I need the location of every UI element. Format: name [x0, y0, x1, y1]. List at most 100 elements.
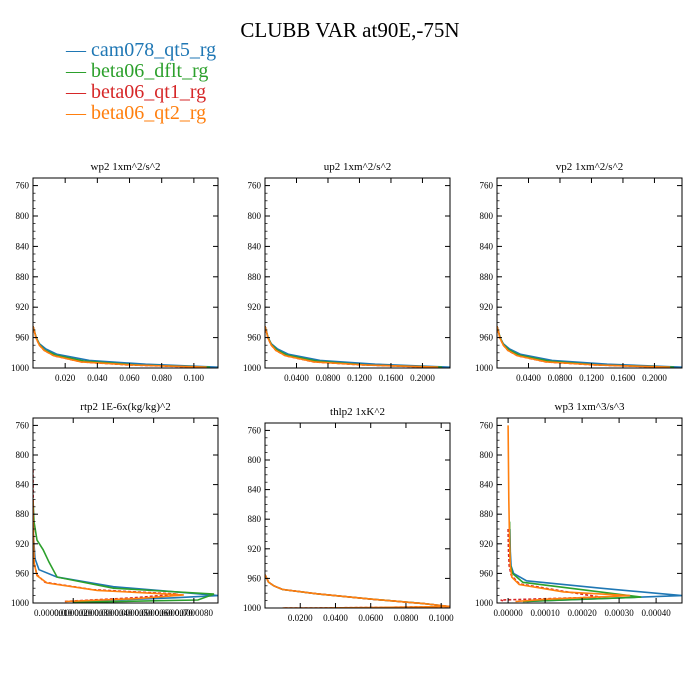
x-tick-label: 0.00010 [530, 608, 560, 618]
y-tick-label: 960 [480, 333, 494, 343]
panel-3: vp2 1xm^2/s^2 760 800 840 880 920 960 1000 0.040… [475, 161, 683, 383]
y-tick-label: 760 [16, 420, 30, 430]
x-tick-label-extra: 0.0000030 [74, 608, 113, 618]
y-tick-label: 840 [16, 241, 30, 251]
legend-label-beta06-dflt: beta06_dflt_rg [91, 60, 209, 82]
x-tick-label: 0.020 [55, 373, 76, 383]
x-tick-label: 0.040 [87, 373, 108, 383]
series-line-4 [497, 326, 671, 368]
panel-1: wp2 1xm^2/s^2 760 800 840 880 920 960 1000 0.020… [11, 161, 219, 383]
series-line-3 [33, 469, 178, 603]
series-line-2 [33, 499, 215, 603]
series-line-1 [33, 528, 218, 603]
x-tick-label: 0.00040 [641, 608, 671, 618]
x-tick-label: 0.1200 [347, 373, 372, 383]
series-line-3 [33, 325, 202, 368]
x-tick-label: 0.0600 [358, 613, 383, 623]
x-tick-label: 0.00000 [493, 608, 523, 618]
series-line-4 [265, 326, 439, 368]
y-tick-label: 760 [248, 181, 262, 191]
panel-title: up2 1xm^2/s^2 [324, 161, 391, 173]
y-tick-label: 800 [480, 450, 494, 460]
x-tick-label: 0.100 [184, 373, 205, 383]
y-tick-label: 760 [16, 181, 30, 191]
x-tick-label: 0.2000 [410, 373, 435, 383]
figure-title: CLUBB VAR at90E,-75N [240, 18, 460, 42]
panel-title: wp3 1xm^3/s^3 [555, 401, 625, 413]
plot-frame [264, 422, 451, 609]
x-tick-label: 0.0000080 [175, 608, 214, 618]
plot-frame [32, 417, 219, 604]
legend-item-beta06-qt2: — beta06_qt2_rg [66, 102, 207, 124]
series-line-3 [497, 326, 667, 368]
y-tick-label: 880 [16, 272, 30, 282]
plot-frame [496, 177, 683, 369]
legend-item-cam078-qt5: — cam078_qt5_rg [66, 39, 217, 61]
x-tick-label-extra: 0.0000070 [155, 608, 194, 618]
x-tick-label: 0.060 [119, 373, 140, 383]
y-tick-label: 800 [16, 211, 30, 221]
y-tick-label: 840 [248, 485, 262, 495]
x-tick-label: 0.1200 [579, 373, 604, 383]
panel-title: thlp2 1xK^2 [330, 406, 385, 418]
series-line-1 [33, 325, 218, 368]
y-tick-label: 920 [16, 302, 30, 312]
series-line-1 [265, 325, 450, 368]
panel-title: wp2 1xm^2/s^2 [91, 161, 161, 173]
y-tick-label: 880 [16, 509, 30, 519]
y-tick-label: 920 [480, 539, 494, 549]
y-tick-label: 920 [480, 302, 494, 312]
x-tick-label-extra: 0.0000010 [34, 608, 73, 618]
plot-frame [32, 177, 219, 369]
legend-label-beta06-qt2: beta06_qt2_rg [91, 102, 207, 124]
x-tick-label: 0.0800 [548, 373, 573, 383]
y-tick-label: 920 [248, 302, 262, 312]
y-tick-label: 880 [480, 509, 494, 519]
y-tick-label: 1000 [11, 598, 30, 608]
y-tick-label: 960 [16, 568, 30, 578]
series-line-1 [509, 528, 682, 603]
y-tick-label: 840 [480, 480, 494, 490]
x-tick-label: 0.080 [152, 373, 173, 383]
legend-item-beta06-qt1: — beta06_qt1_rg [66, 81, 207, 103]
x-tick-label: 0.0800 [394, 613, 419, 623]
y-tick-label: 960 [248, 573, 262, 583]
x-tick-label-extra: 0.0000050 [114, 608, 153, 618]
series-line-4 [33, 325, 207, 368]
x-tick-label: 0.0400 [284, 373, 309, 383]
y-tick-label: 1000 [475, 598, 494, 608]
y-tick-label: 800 [248, 211, 262, 221]
panel-4: rtp2 1E-6x(kg/kg)^2 760 800 840 880 920 960 100… [11, 401, 219, 618]
panel-6: wp3 1xm^3/s^376080084088092096010000.000… [475, 401, 683, 618]
y-tick-label: 800 [248, 455, 262, 465]
series-line-4 [265, 574, 450, 608]
y-tick-label: 960 [480, 568, 494, 578]
y-tick-label: 840 [248, 241, 262, 251]
y-tick-label: 1000 [243, 363, 262, 373]
x-tick-label: 0.0000040 [94, 608, 133, 618]
x-tick-label: 0.0200 [288, 613, 313, 623]
y-tick-label: 880 [248, 514, 262, 524]
series-line-4 [507, 425, 631, 603]
series-line-2 [497, 325, 675, 368]
legend-label-beta06-qt1: beta06_qt1_rg [91, 81, 207, 103]
plot-frame [496, 417, 683, 604]
series-line-2 [33, 325, 211, 368]
y-tick-label: 840 [16, 480, 30, 490]
x-tick-label: 0.2000 [642, 373, 667, 383]
plot-frame [264, 177, 451, 369]
x-tick-label: 0.0000020 [54, 608, 93, 618]
y-tick-label: 760 [480, 420, 494, 430]
y-tick-label: 1000 [475, 363, 494, 373]
y-tick-label: 1000 [243, 603, 262, 613]
legend-label-cam078-qt5: cam078_qt5_rg [91, 39, 217, 61]
series-line-2 [265, 325, 443, 368]
y-tick-label: 960 [16, 333, 30, 343]
series-line-4 [33, 499, 184, 603]
x-tick-label: 0.1600 [611, 373, 636, 383]
panel-2: up2 1xm^2/s^2 760 800 840 880 920 960 1000 0.040… [243, 161, 451, 383]
y-tick-label: 880 [480, 272, 494, 282]
y-tick-label: 920 [16, 539, 30, 549]
series-line-3 [500, 528, 601, 603]
